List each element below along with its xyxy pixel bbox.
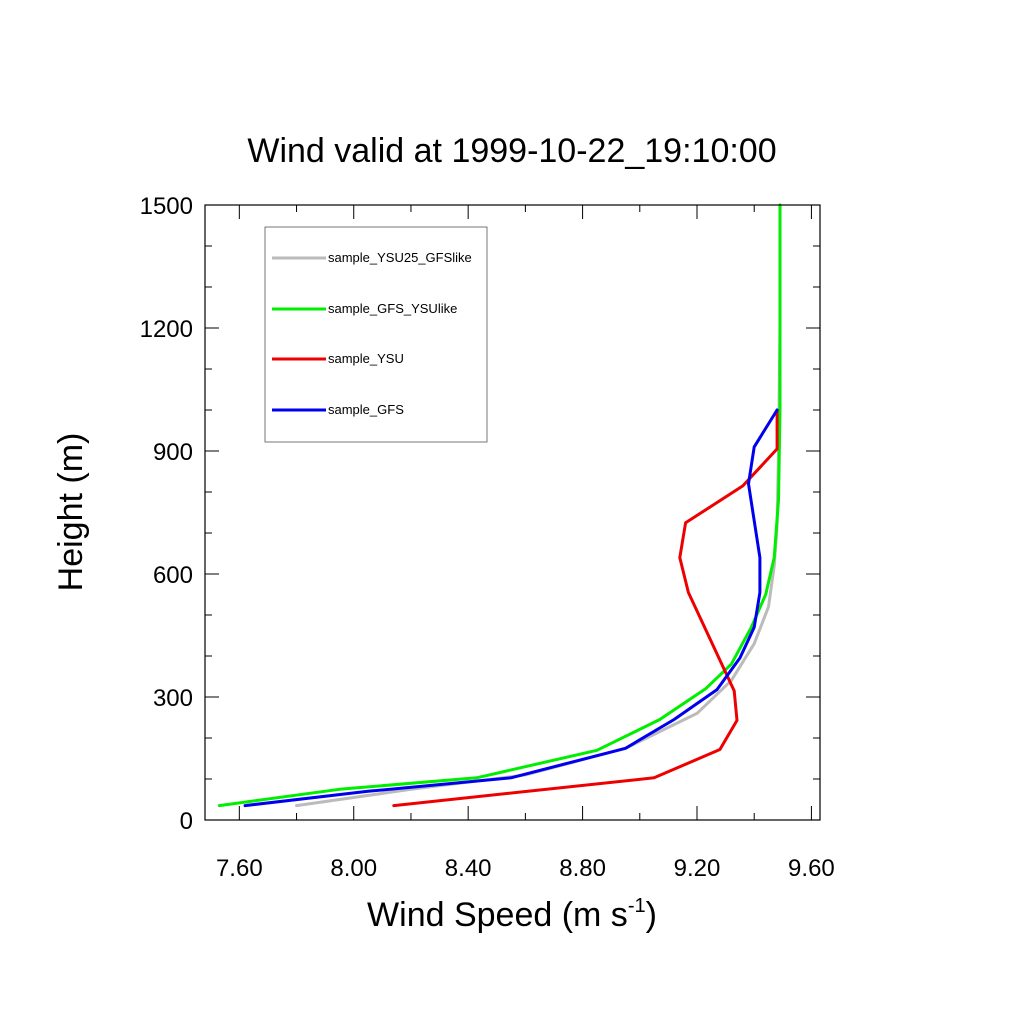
x-tick-label: 8.00 bbox=[330, 855, 377, 882]
legend-label-sample_GFS_YSUlike: sample_GFS_YSUlike bbox=[328, 301, 457, 316]
tick-labels: 7.60 8.00 8.40 8.80 9.20 9.60 0 300 600 900 1200 15… bbox=[140, 193, 835, 882]
x-tick-label: 7.60 bbox=[216, 855, 263, 882]
legend-box bbox=[264, 226, 488, 443]
legend-label-sample_YSU: sample_YSU bbox=[328, 351, 404, 366]
x-tick-label: 9.60 bbox=[788, 855, 835, 882]
y-tick-label: 0 bbox=[180, 808, 193, 835]
x-axis-label-superscript: -1 bbox=[628, 895, 646, 917]
y-tick-label: 900 bbox=[153, 439, 193, 466]
x-tick-label: 9.20 bbox=[674, 855, 721, 882]
x-axis-label-end: ) bbox=[646, 896, 657, 934]
y-axis-label: Height (m) bbox=[52, 433, 90, 592]
chart-title: Wind valid at 1999-10-22_19:10:00 bbox=[247, 132, 776, 170]
series-line-sample_GFS_YSUlike bbox=[217, 203, 782, 808]
legend-label-sample_YSU25_GFSlike: sample_YSU25_GFSlike bbox=[328, 250, 472, 265]
x-axis-label: Wind Speed (m s-1) bbox=[367, 895, 657, 934]
x-tick-label: 8.80 bbox=[559, 855, 606, 882]
plot-frame bbox=[204, 204, 821, 821]
x-axis-label-main: Wind Speed (m s bbox=[367, 896, 628, 934]
y-tick-label: 600 bbox=[153, 562, 193, 589]
series-line-sample_YSU bbox=[392, 408, 779, 808]
legend: sample_YSU25_GFSlike sample_GFS_YSUlikesa… bbox=[264, 226, 488, 443]
y-tick-label: 1500 bbox=[140, 193, 193, 220]
series-line-sample_GFS bbox=[243, 408, 779, 808]
y-tick-label: 1200 bbox=[140, 316, 193, 343]
y-tick-label: 300 bbox=[153, 685, 193, 712]
legend-label-sample_GFS: sample_GFS bbox=[328, 402, 404, 417]
series-lines bbox=[217, 203, 782, 808]
x-tick-label: 8.40 bbox=[445, 855, 492, 882]
